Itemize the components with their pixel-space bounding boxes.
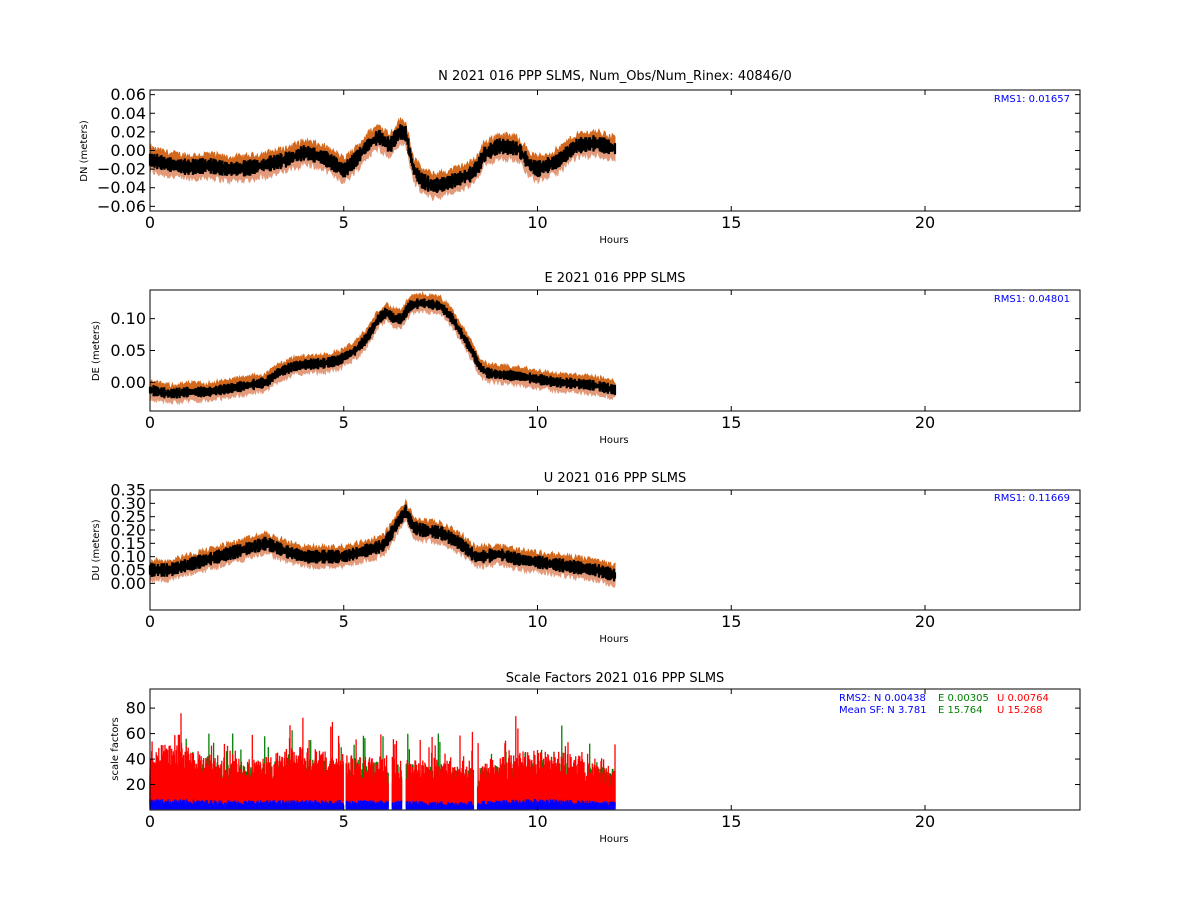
axes-frame [149, 688, 1081, 811]
x-tick-label: 15 [721, 413, 741, 432]
x-tick-label: 20 [915, 812, 935, 831]
panel-sf-axes: 0 5 10 15 20 80 60 40 20 [126, 688, 1081, 831]
y-tick-label: 0.00 [110, 574, 146, 593]
y-tick-label: 0.02 [110, 122, 146, 141]
y-tick-label: 0.20 [110, 521, 146, 540]
y-tick-label: 0.00 [110, 373, 146, 392]
sf-mean-e: E 15.764 [938, 705, 983, 716]
panel-n-xlabel: Hours [599, 235, 628, 246]
y-tick-label: −0.06 [97, 197, 146, 216]
y-tick-label: 0.35 [110, 481, 146, 500]
y-tick-label: 0.15 [110, 534, 146, 553]
y-tick-label: 80 [126, 699, 146, 718]
y-tick-label: 0.00 [110, 141, 146, 160]
panel-e-xlabel: Hours [599, 435, 628, 446]
panel-u-ylabel: DU (meters) [91, 519, 102, 580]
x-tick-label: 0 [145, 213, 155, 232]
x-tick-label: 15 [721, 612, 741, 631]
x-tick-label: 5 [339, 213, 349, 232]
panel-sf-title: Scale Factors 2021 016 PPP SLMS [506, 671, 725, 686]
y-tick-label: 0.05 [110, 561, 146, 580]
y-tick-label: −0.04 [97, 178, 146, 197]
y-tick-label: 0.10 [110, 309, 146, 328]
panel-u: U 2021 016 PPP SLMS DU (meters) Hours RM… [91, 471, 1081, 645]
y-tick-label: 0.10 [110, 547, 146, 566]
panel-scale-factors: Scale Factors 2021 016 PPP SLMS scale fa… [110, 671, 1081, 845]
panel-sf-ylabel: scale factors [110, 717, 121, 780]
panel-n-rms: RMS1: 0.01657 [994, 94, 1070, 105]
panel-u-axes: 0 5 10 15 20 0.350.300.250.200.150.100.050.00 [110, 481, 1081, 631]
x-tick-label: 0 [145, 812, 155, 831]
panel-n-marks [148, 117, 617, 202]
panel-e-marks [148, 290, 617, 406]
x-tick-label: 15 [721, 812, 741, 831]
y-tick-label: 0.06 [110, 85, 146, 104]
y-tick-label: −0.02 [97, 160, 146, 179]
sf-mean-u: U 15.268 [997, 705, 1043, 716]
panel-n: N 2021 016 PPP SLMS, Num_Obs/Num_Rinex: … [79, 69, 1081, 246]
y-tick-label: 0.04 [110, 104, 146, 123]
panel-u-marks [148, 498, 617, 588]
x-tick-label: 15 [721, 213, 741, 232]
panel-e-ylabel: DE (meters) [91, 321, 102, 381]
x-tick-label: 5 [339, 612, 349, 631]
panel-sf-xlabel: Hours [599, 834, 628, 845]
sf-rms2-u: U 0.00764 [997, 693, 1049, 704]
sf-rms2-n: RMS2: N 0.00438 [839, 693, 926, 704]
panel-n-axes: 0 5 10 15 20 0.060.040.020.00−0.02−0.04−0.06 [97, 85, 1081, 232]
x-tick-label: 0 [145, 612, 155, 631]
y-tick-label: 40 [126, 750, 146, 769]
x-tick-label: 5 [339, 413, 349, 432]
panel-n-title: N 2021 016 PPP SLMS, Num_Obs/Num_Rinex: … [438, 69, 792, 84]
panel-e-title: E 2021 016 PPP SLMS [544, 271, 685, 286]
panel-e: E 2021 016 PPP SLMS DE (meters) Hours RM… [91, 271, 1081, 446]
series-center [148, 298, 617, 399]
panel-e-axes: 0 5 10 15 20 0.10 0.05 0.00 [110, 289, 1081, 432]
series-center [148, 124, 617, 193]
panel-u-xlabel: Hours [599, 634, 628, 645]
x-tick-label: 20 [915, 413, 935, 432]
panel-sf-marks [149, 713, 616, 810]
panel-e-rms: RMS1: 0.04801 [994, 294, 1070, 305]
x-tick-label: 20 [915, 213, 935, 232]
x-tick-label: 0 [145, 413, 155, 432]
y-tick-label: 0.05 [110, 341, 146, 360]
panel-u-title: U 2021 016 PPP SLMS [544, 471, 686, 486]
series-center [148, 504, 617, 582]
x-tick-label: 20 [915, 612, 935, 631]
y-tick-label: 20 [126, 775, 146, 794]
x-tick-label: 10 [527, 612, 547, 631]
sf-rms2-e: E 0.00305 [938, 693, 989, 704]
x-tick-label: 5 [339, 812, 349, 831]
sf-mean-n: Mean SF: N 3.781 [839, 705, 927, 716]
series-sf-u [149, 713, 616, 809]
panel-u-rms: RMS1: 0.11669 [994, 493, 1070, 504]
panel-n-ylabel: DN (meters) [79, 120, 90, 182]
y-tick-label: 0.30 [110, 494, 146, 513]
x-tick-label: 10 [527, 213, 547, 232]
y-tick-label: 0.25 [110, 507, 146, 526]
x-tick-label: 10 [527, 812, 547, 831]
x-tick-label: 10 [527, 413, 547, 432]
y-tick-label: 60 [126, 724, 146, 743]
axes-frame [149, 489, 1081, 611]
